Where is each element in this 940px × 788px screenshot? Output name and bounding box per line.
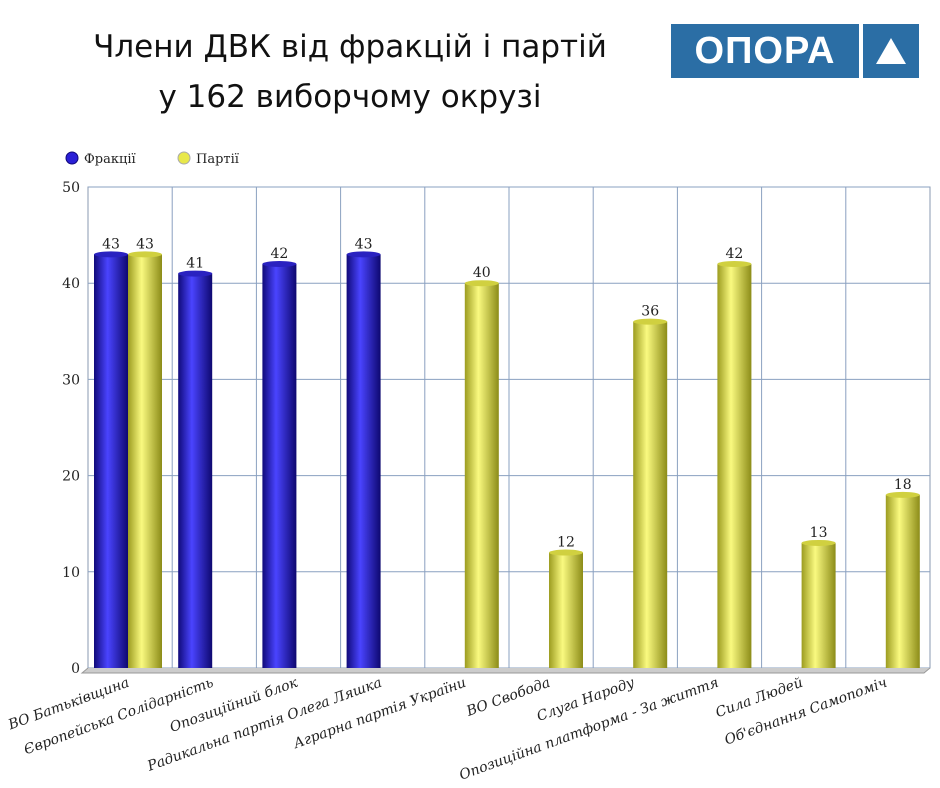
bar	[94, 254, 128, 668]
bar-cap	[94, 251, 128, 258]
bar	[178, 273, 213, 668]
data-label: 36	[641, 304, 659, 320]
data-label: 12	[557, 535, 575, 551]
bar-cap	[178, 270, 213, 277]
triangle-icon	[863, 24, 919, 78]
bar-cap	[717, 260, 752, 267]
bar-cap	[128, 251, 162, 258]
bar	[717, 263, 752, 668]
chart-title: Члени ДВК від фракцій і партій у 162 виб…	[40, 22, 660, 122]
y-tick-label: 40	[62, 276, 80, 292]
y-tick-label: 10	[62, 565, 80, 581]
title-line-2: у 162 виборчому окрузі	[158, 79, 542, 115]
bar	[128, 254, 162, 668]
y-tick-label: 0	[71, 661, 80, 677]
bar	[885, 494, 920, 668]
x-axis-floor	[80, 667, 931, 674]
legend-marker	[177, 151, 191, 165]
title-line-1: Члени ДВК від фракцій і партій	[93, 29, 607, 65]
bar-cap	[885, 491, 920, 498]
bar-cap	[801, 539, 836, 546]
bar	[346, 254, 381, 668]
data-label: 13	[810, 525, 828, 541]
legend-marker	[65, 151, 79, 165]
bar	[801, 542, 836, 668]
bar-cap	[262, 260, 297, 267]
legend-label: Партії	[196, 152, 240, 167]
data-label: 18	[894, 477, 912, 493]
bar	[464, 283, 499, 668]
data-label: 41	[186, 256, 204, 272]
y-tick-label: 30	[62, 372, 80, 388]
data-label: 42	[270, 246, 288, 262]
x-tick-label: Об'єднання Самопоміч	[722, 675, 889, 749]
data-label: 43	[102, 236, 120, 252]
bar-cap	[633, 318, 668, 325]
y-tick-label: 50	[62, 180, 80, 196]
bar-cap	[464, 280, 499, 287]
bar-cap	[346, 251, 381, 258]
bar	[633, 321, 668, 668]
logo-text: ОПОРА	[671, 24, 859, 78]
bar	[549, 552, 583, 668]
bar-cap	[549, 549, 583, 556]
data-label: 43	[355, 236, 373, 252]
data-label: 42	[725, 246, 743, 262]
legend-label: Фракції	[84, 152, 137, 167]
opora-logo: ОПОРА	[671, 24, 919, 78]
y-tick-label: 20	[62, 469, 80, 485]
legend: Фракції Партії	[65, 151, 240, 167]
data-label: 43	[136, 236, 154, 252]
data-label: 40	[473, 265, 491, 281]
bar	[262, 263, 297, 668]
